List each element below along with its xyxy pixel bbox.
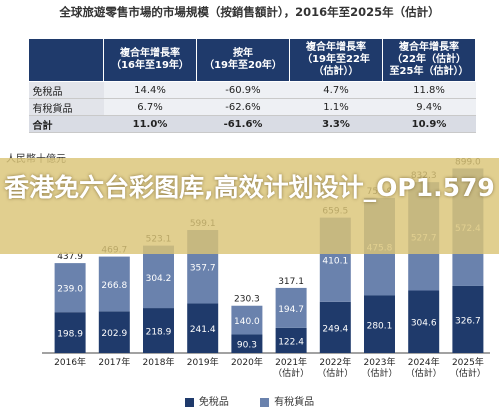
table-cell: 11.0% (103, 115, 197, 133)
bar-duty-free (143, 308, 174, 353)
table-header-cell: 按年 （19年至20年） (196, 38, 290, 82)
x-tick-label: 2022年 (319, 356, 351, 368)
table-header-cell (28, 38, 104, 82)
table-header-cell: 複合年增長率 （22年（估計） 至25年（估計）） (382, 38, 476, 82)
table-header-row: 複合年增長率 （16年至19年） 按年 （19年至20年） 複合年增長率 （19年至2… (28, 38, 476, 82)
data-label-duty-paid: 266.8 (101, 281, 127, 291)
data-label-duty-paid: 410.1 (322, 257, 348, 267)
x-tick-label: 2021年 (275, 356, 307, 368)
data-label-duty-free: 202.9 (101, 329, 127, 339)
x-tick-label: 2025年 (452, 356, 484, 368)
table-cell: 9.4% (382, 98, 476, 116)
table-cell: -62.6% (196, 98, 290, 116)
bar-duty-free (275, 327, 307, 353)
legend-item-duty-free: 免稅品 (184, 393, 229, 408)
data-label-total: 317.1 (278, 277, 304, 287)
stacked-bar-chart: 198.9239.0437.92016年202.9266.8469.72017年… (42, 157, 490, 379)
table-row-total: 合計 11.0% -61.6% 3.3% 10.9% (28, 115, 476, 133)
data-label-duty-free: 326.7 (455, 316, 481, 326)
data-label-duty-free: 198.9 (57, 330, 83, 340)
bar-duty-free (408, 290, 440, 353)
x-tick-label: 2016年 (54, 356, 86, 368)
bar-duty-free (364, 295, 395, 353)
table-row: 免稅品 14.4% -60.9% 4.7% 11.8% (28, 81, 476, 99)
x-tick-label: 2018年 (143, 356, 175, 368)
data-label-duty-free: 280.1 (367, 321, 393, 331)
x-tick-label: 2023年 (364, 356, 396, 368)
data-label-duty-free: 249.4 (322, 324, 348, 334)
data-label-duty-paid: 194.7 (278, 305, 304, 315)
x-tick-label: （估計） (361, 367, 397, 379)
chart-title: 全球旅遊零售市場的市場規模（按銷售額計），2016年至2025年（估計） (59, 5, 440, 19)
data-label-duty-paid: 140.0 (234, 317, 260, 327)
bar-duty-paid (54, 263, 86, 313)
x-tick-label: 2019年 (187, 356, 219, 368)
x-tick-label: （估計） (406, 367, 442, 379)
overlay-banner (0, 158, 499, 254)
legend-label: 有稅貨品 (274, 397, 315, 408)
table-row-label: 免稅品 (28, 81, 104, 99)
table-cell: 3.3% (289, 115, 383, 133)
legend-swatch (184, 397, 194, 407)
table-cell: -60.9% (196, 81, 290, 99)
bar-duty-free (187, 303, 219, 353)
x-tick-label: 2024年 (408, 356, 440, 368)
x-tick-label: 2020年 (231, 356, 263, 368)
x-tick-label: （估計） (450, 367, 486, 379)
data-label-duty-free: 218.9 (146, 328, 172, 338)
data-label-duty-free: 241.4 (190, 325, 216, 335)
data-label-duty-paid: 357.7 (190, 264, 216, 274)
table-cell: 1.1% (289, 98, 383, 116)
bar-duty-paid (98, 256, 130, 312)
bar-duty-free (98, 311, 130, 353)
table-row-label: 有稅貨品 (28, 98, 104, 116)
data-label-duty-free: 304.6 (411, 319, 437, 329)
table-header-cell: 複合年增長率 （16年至19年） (103, 38, 197, 82)
bar-duty-free (231, 334, 263, 353)
data-label-duty-paid: 239.0 (57, 285, 83, 295)
data-label-total: 437.9 (57, 252, 83, 262)
table-cell: 14.4% (103, 81, 197, 99)
x-tick-label: （估計） (317, 367, 353, 379)
x-tick-label: （估計） (273, 367, 309, 379)
bar-duty-free (452, 285, 484, 353)
data-label-duty-free: 90.3 (237, 341, 257, 351)
growth-rate-table: 複合年增長率 （16年至19年） 按年 （19年至20年） 複合年增長率 （19年至2… (28, 38, 476, 133)
table-row-label: 合計 (28, 115, 104, 133)
overlay-banner-text: 香港免六台彩图库,高效计划设计_OP1.579 (4, 173, 495, 202)
legend-swatch (260, 397, 270, 407)
bar-duty-free (54, 312, 86, 353)
table-cell: 11.8% (382, 81, 476, 99)
legend-label: 免稅品 (198, 397, 229, 408)
table-cell: 10.9% (382, 115, 476, 133)
bar-duty-paid (143, 245, 174, 309)
bar-duty-paid (231, 305, 263, 335)
x-tick-label: 2017年 (98, 356, 130, 368)
data-label-duty-free: 122.4 (278, 337, 304, 347)
table-cell: -61.6% (196, 115, 290, 133)
table-cell: 4.7% (289, 81, 383, 99)
legend-item-duty-paid: 有稅貨品 (260, 393, 314, 408)
data-label-total: 230.3 (234, 295, 260, 305)
bar-duty-paid (275, 287, 307, 328)
table-row: 有稅貨品 6.7% -62.6% 1.1% 9.4% (28, 98, 476, 116)
data-label-duty-paid: 304.2 (146, 274, 172, 284)
table-header-cell: 複合年增長率 （19年至22年 （估計）） (289, 38, 383, 82)
chart-legend: 免稅品 有稅貨品 (0, 393, 499, 408)
bar-duty-free (319, 301, 351, 353)
table-cell: 6.7% (103, 98, 197, 116)
